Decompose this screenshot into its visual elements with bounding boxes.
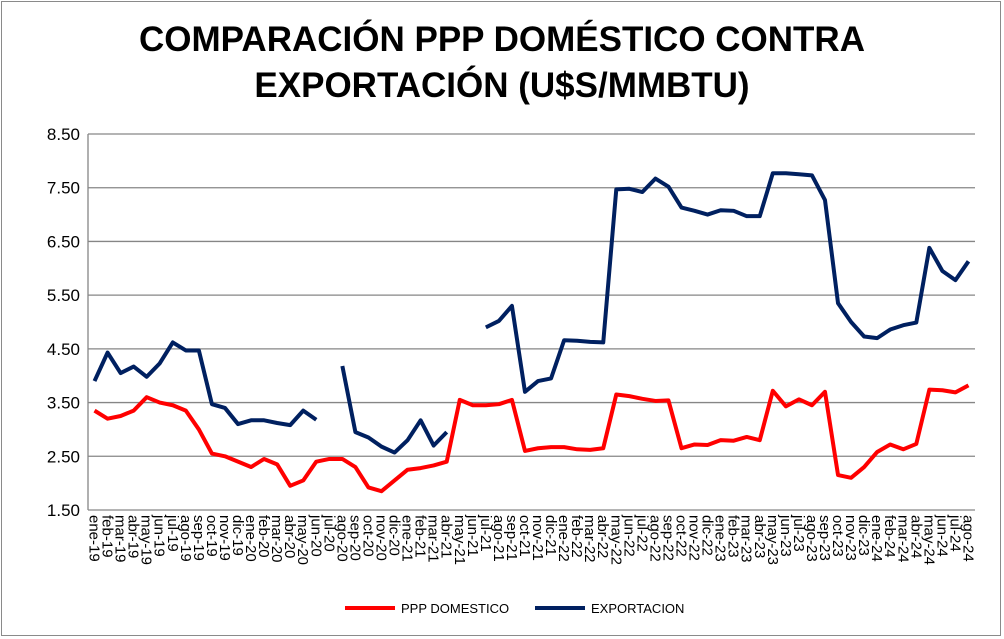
chart-title-line-1: COMPARACIÓN PPP DOMÉSTICO CONTRA: [139, 20, 865, 59]
x-tick-label: mar-23: [738, 515, 755, 563]
x-tick-label: jun-23: [777, 514, 794, 557]
x-tick-label: ago-19: [177, 515, 194, 562]
x-tick-label: jul-19: [164, 514, 181, 552]
x-tick-label: nov-22: [686, 515, 703, 561]
x-tick-label: jul-20: [320, 514, 337, 552]
y-tick-label: 2.50: [47, 447, 80, 466]
x-tick-label: oct-22: [673, 515, 690, 557]
x-tick-label: feb-19: [99, 515, 116, 558]
x-tick-label: mar-21: [425, 515, 442, 563]
y-tick-label: 6.50: [47, 232, 80, 251]
x-tick-label: mar-20: [268, 515, 285, 563]
x-tick-label: jul-21: [477, 514, 494, 552]
x-tick-label: ago-22: [646, 515, 663, 562]
x-tick-label: may-19: [138, 515, 155, 565]
x-tick-label: dic-23: [855, 515, 872, 556]
legend-label: PPP DOMESTICO: [401, 601, 509, 616]
series-line-exportacion: [484, 171, 971, 394]
y-tick-label: 5.50: [47, 286, 80, 305]
x-tick-label: ago-21: [490, 515, 507, 562]
series-line-exportacion: [340, 365, 449, 455]
x-tick-label: abr-21: [438, 515, 455, 558]
x-tick-label: ene-22: [555, 515, 572, 562]
x-tick-label: may-23: [764, 515, 781, 565]
x-tick-label: dic-20: [386, 515, 403, 556]
x-tick-label: abr-22: [594, 515, 611, 558]
x-tick-label: abr-24: [907, 515, 924, 558]
x-tick-label: sep-19: [190, 515, 207, 561]
x-tick-label: may-22: [607, 515, 624, 565]
x-tick-label: jul-23: [790, 514, 807, 552]
x-tick-label: sep-22: [659, 515, 676, 561]
x-tick-label: feb-24: [881, 515, 898, 558]
x-tick-label: jul-22: [633, 514, 650, 552]
x-tick-label: ene-21: [399, 515, 416, 562]
x-tick-label: dic-21: [542, 515, 559, 556]
y-tick-label: 1.50: [47, 501, 80, 520]
x-tick-label: jun-22: [620, 514, 637, 557]
x-tick-label: feb-21: [412, 515, 429, 558]
y-tick-label: 8.50: [47, 125, 80, 144]
chart-title-line-2: EXPORTACIÓN (U$S/MMBTU): [254, 66, 750, 105]
x-tick-label: oct-20: [359, 515, 376, 557]
x-tick-label: ene-23: [712, 515, 729, 562]
x-tick-label: jul-24: [946, 514, 963, 552]
x-tick-label: feb-20: [255, 515, 272, 558]
x-tick-label: jun-24: [933, 514, 950, 557]
x-tick-label: nov-19: [216, 515, 233, 561]
x-tick-label: ago-23: [803, 515, 820, 562]
x-tick-label: nov-23: [842, 515, 859, 561]
x-tick-label: mar-24: [894, 515, 911, 563]
x-tick-label: may-21: [451, 515, 468, 565]
x-tick-label: sep-21: [503, 515, 520, 561]
series-line-ppp-domestico: [93, 383, 970, 494]
x-tick-label: mar-19: [112, 515, 129, 563]
x-tick-label: feb-22: [568, 515, 585, 558]
legend-label: EXPORTACION: [591, 601, 684, 616]
y-tick-label: 3.50: [47, 394, 80, 413]
x-tick-label: ene-24: [868, 515, 885, 562]
x-tick-label: ene-19: [86, 515, 103, 562]
series-line-exportacion: [92, 340, 318, 428]
x-tick-label: jun-19: [151, 514, 168, 557]
x-tick-label: may-20: [294, 515, 311, 565]
x-tick-label: oct-19: [203, 515, 220, 557]
x-tick-label: dic-22: [699, 515, 716, 556]
y-tick-label: 7.50: [47, 179, 80, 198]
x-tick-label: sep-23: [816, 515, 833, 561]
y-tick-label: 4.50: [47, 340, 80, 359]
x-tick-label: nov-21: [529, 515, 546, 561]
x-tick-label: feb-23: [725, 515, 742, 558]
x-tick-label: abr-23: [751, 515, 768, 558]
x-tick-label: oct-23: [829, 515, 846, 557]
x-tick-label: sep-20: [346, 515, 363, 561]
x-tick-label: abr-20: [281, 515, 298, 558]
x-tick-label: ago-20: [333, 515, 350, 562]
x-tick-label: ago-24: [959, 515, 976, 562]
x-tick-label: dic-19: [229, 515, 246, 556]
x-tick-label: oct-21: [516, 515, 533, 557]
x-tick-label: mar-22: [581, 515, 598, 563]
x-tick-label: abr-19: [125, 515, 142, 558]
x-tick-label: jun-21: [464, 514, 481, 557]
x-tick-label: jun-20: [307, 514, 324, 557]
x-tick-label: may-24: [920, 515, 937, 565]
x-tick-label: nov-20: [372, 515, 389, 561]
x-tick-label: ene-20: [242, 515, 259, 562]
